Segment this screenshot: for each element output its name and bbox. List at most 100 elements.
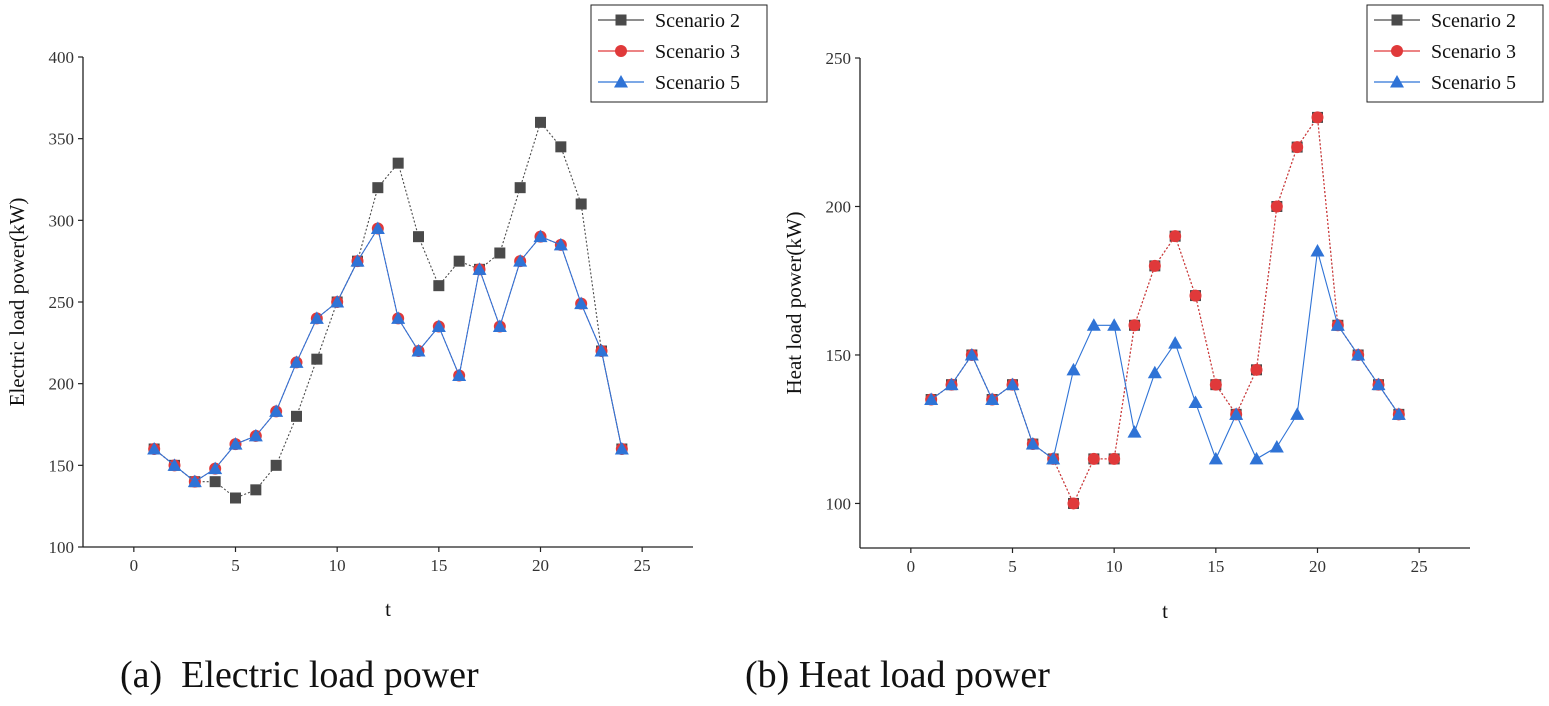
data-point — [1108, 452, 1121, 465]
data-point — [1168, 336, 1183, 349]
data-point — [1189, 289, 1202, 302]
x-tick-label: 25 — [634, 556, 651, 575]
y-tick-label: 350 — [49, 130, 75, 149]
legend-label: Scenario 3 — [1431, 41, 1516, 63]
data-point — [1229, 407, 1244, 420]
series-scenario-5 — [924, 244, 1406, 465]
legend-label: Scenario 2 — [655, 10, 740, 32]
data-point — [1005, 377, 1020, 391]
data-point — [1209, 378, 1222, 391]
data-point — [985, 392, 1000, 406]
y-tick-label: 100 — [826, 494, 852, 513]
x-axis-title: t — [1162, 599, 1168, 623]
data-point — [431, 319, 446, 332]
data-point — [370, 221, 385, 234]
data-point — [1391, 407, 1406, 420]
data-point — [1371, 377, 1386, 391]
y-tick-label: 150 — [826, 346, 852, 365]
data-point — [1311, 111, 1324, 124]
data-point — [1291, 141, 1304, 154]
series-line — [153, 121, 623, 499]
series-scenario-2 — [148, 116, 628, 504]
legend-label: Scenario 2 — [1431, 10, 1516, 32]
data-point — [330, 295, 345, 308]
data-point — [494, 247, 506, 259]
legend-label: Scenario 3 — [655, 41, 740, 63]
data-point — [575, 198, 587, 210]
legend-marker — [615, 14, 627, 26]
x-tick-label: 10 — [329, 556, 346, 575]
x-tick-label: 15 — [430, 556, 447, 575]
series-line — [930, 250, 1400, 461]
data-point — [924, 392, 939, 406]
data-point — [391, 311, 406, 324]
y-axis-title: Heat load power(kW) — [782, 211, 806, 394]
legend-label: Scenario 5 — [655, 72, 740, 94]
data-point — [350, 254, 365, 267]
data-point — [1147, 365, 1162, 379]
data-point — [514, 182, 526, 194]
chart-heat-load: 100 150 200 250 0 5 10 15 20 25 Heat load power(kW… — [782, 4, 1544, 623]
y-tick-label: 200 — [826, 197, 852, 216]
data-point — [250, 484, 262, 496]
data-point — [553, 237, 568, 251]
data-point — [574, 296, 589, 310]
data-point — [1025, 437, 1040, 450]
legend: Scenario 2 Scenario 3 Scenario 5 — [1366, 4, 1544, 103]
caption-electric-load: (a) Electric load power — [120, 654, 479, 696]
legend: Scenario 2 Scenario 3 Scenario 5 — [590, 4, 768, 103]
legend-marker — [1391, 14, 1403, 26]
data-point — [614, 442, 629, 455]
data-point — [392, 157, 404, 169]
data-point — [311, 353, 323, 365]
y-tick-label: 250 — [826, 49, 852, 68]
data-point — [230, 492, 241, 504]
data-point — [513, 254, 528, 267]
x-tick-label: 25 — [1411, 557, 1428, 576]
y-tick-label: 100 — [49, 538, 75, 557]
data-point — [291, 410, 302, 422]
data-point — [167, 458, 182, 471]
legend-marker — [614, 75, 628, 88]
data-point — [1249, 451, 1264, 465]
caption-heat-load: (b) Heat load power — [745, 654, 1050, 696]
data-point — [1046, 451, 1061, 465]
data-point — [1067, 497, 1080, 510]
data-point — [1066, 362, 1081, 376]
data-point — [1208, 451, 1223, 465]
series-line — [930, 115, 1400, 505]
data-point — [533, 229, 548, 243]
data-point — [964, 347, 979, 361]
data-point — [1107, 318, 1122, 331]
x-tick-label: 20 — [532, 556, 549, 575]
y-tick-label: 250 — [49, 293, 75, 312]
data-point — [535, 116, 546, 128]
y-tick-label: 400 — [49, 48, 75, 67]
data-point — [1250, 363, 1263, 376]
data-point — [1269, 440, 1284, 453]
y-axis-title: Electric load power(kW) — [5, 198, 29, 407]
data-point — [309, 311, 324, 324]
chart-electric-load: 100 150 200 250 300 350 400 0 5 10 15 20 25 Electric … — [5, 4, 768, 621]
x-axis-title: t — [385, 597, 391, 621]
data-point — [270, 459, 282, 471]
data-point — [452, 368, 467, 381]
series-line — [930, 115, 1400, 505]
data-point — [289, 355, 304, 368]
data-point — [269, 404, 284, 417]
data-point — [228, 437, 243, 450]
legend-marker — [1391, 45, 1403, 57]
x-tick-label: 10 — [1106, 557, 1123, 576]
data-point — [413, 231, 424, 243]
data-point — [472, 262, 487, 275]
data-point — [594, 344, 609, 357]
x-tick-label: 20 — [1309, 557, 1326, 576]
y-tick-label: 150 — [49, 456, 75, 475]
data-point — [1351, 347, 1366, 361]
x-tick-label: 0 — [130, 556, 139, 575]
x-tick-label: 5 — [231, 556, 240, 575]
y-tick-label: 300 — [49, 211, 75, 230]
data-point — [208, 461, 223, 475]
series-line — [153, 227, 623, 483]
data-point — [944, 377, 959, 391]
